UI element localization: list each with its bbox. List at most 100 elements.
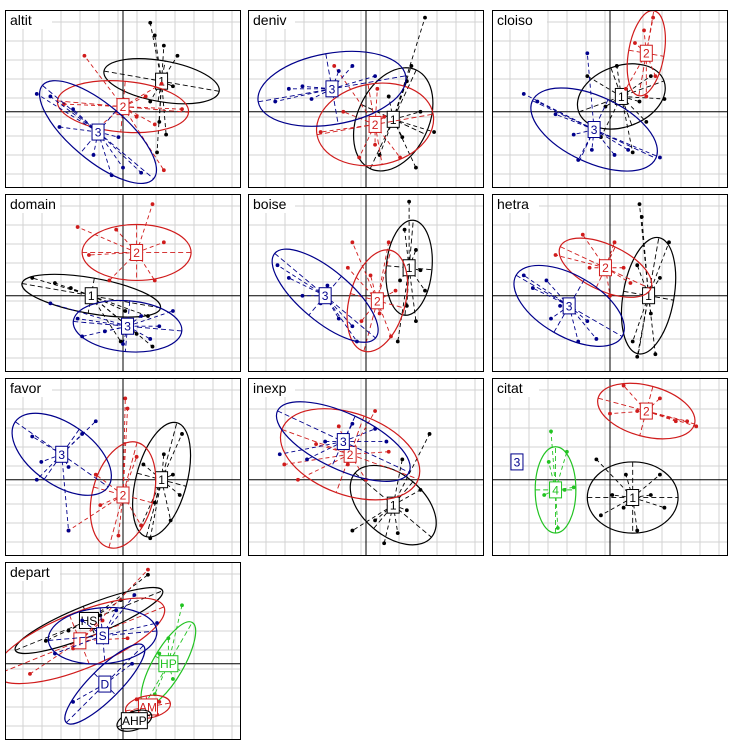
label-text: 2: [602, 261, 609, 275]
ellipse-minor-axis: [93, 486, 153, 504]
star-segment: [358, 124, 376, 158]
group-2: 2: [75, 202, 192, 283]
group-S: S: [47, 593, 159, 665]
data-point: [139, 314, 144, 318]
data-point: [152, 122, 157, 127]
ellipse-3: [271, 248, 379, 343]
label-box: [318, 287, 332, 305]
data-point: [143, 94, 148, 99]
star-segment: [167, 605, 183, 664]
group-1: 1: [576, 63, 667, 155]
data-point: [171, 472, 175, 477]
panel-title: depart: [10, 564, 50, 580]
star-segment: [646, 410, 676, 422]
star-segment: [77, 226, 137, 253]
star-segment: [620, 96, 634, 153]
group-1: 1: [385, 199, 433, 344]
star-segment: [277, 264, 326, 297]
label-box: [639, 402, 653, 420]
data-point: [30, 434, 35, 439]
ellipse-3: [275, 401, 411, 482]
data-point: [635, 263, 640, 268]
panel-title: citat: [497, 380, 523, 396]
data-point: [314, 442, 318, 447]
star-segment: [63, 103, 124, 108]
star-segment: [136, 241, 165, 253]
label-text: 3: [329, 82, 336, 96]
data-point: [273, 99, 278, 104]
panel-svg-cloiso: 1 2 3 cloiso: [492, 10, 728, 188]
data-point: [43, 638, 48, 643]
label-box: [368, 115, 382, 133]
panel-depart: HS I S D HP AM AHP depart: [5, 562, 241, 740]
star-segment: [605, 267, 631, 284]
label-text: 3: [514, 455, 521, 469]
star-segment: [550, 431, 556, 490]
star-segment: [379, 119, 394, 156]
star-segment: [609, 410, 647, 415]
data-point: [123, 309, 128, 313]
star-segment: [361, 300, 378, 322]
label-box: [96, 627, 110, 645]
data-point: [553, 112, 558, 117]
data-point: [386, 449, 391, 454]
data-point: [571, 485, 576, 490]
title-bg: [6, 379, 52, 397]
data-point: [134, 697, 139, 702]
star-segment: [91, 295, 149, 317]
label-box: [598, 259, 612, 277]
data-point: [633, 41, 637, 45]
ellipse-2: [89, 441, 157, 549]
data-point: [82, 53, 87, 58]
data-point: [594, 457, 599, 462]
star-segment: [343, 111, 376, 125]
data-point: [177, 493, 182, 497]
group-3: 3: [257, 50, 407, 127]
star-segment: [555, 489, 559, 529]
data-point: [373, 142, 377, 147]
title-bg: [249, 11, 295, 29]
star-segment: [127, 310, 174, 327]
data-point: [48, 301, 53, 306]
data-point: [576, 339, 581, 344]
data-point: [68, 286, 73, 290]
title-bg: [493, 195, 539, 213]
data-point: [80, 618, 85, 623]
data-point: [109, 173, 114, 178]
data-point: [651, 15, 656, 20]
group-label-2: 2: [598, 259, 612, 277]
star-segment: [79, 620, 103, 642]
label-text: 3: [124, 320, 131, 334]
data-point: [53, 281, 57, 285]
data-point: [521, 273, 526, 278]
data-point: [309, 97, 314, 101]
data-point: [323, 439, 328, 444]
group-3: 3: [48, 299, 183, 353]
data-point: [159, 81, 164, 86]
group-3: 3: [521, 51, 662, 172]
group-label-1: 1: [626, 489, 640, 507]
label-box: [614, 87, 628, 105]
star-segment: [90, 295, 153, 347]
group-3: 3: [34, 80, 158, 185]
data-point: [114, 227, 119, 232]
data-point: [132, 593, 137, 597]
data-point: [404, 303, 409, 308]
data-point: [157, 699, 162, 704]
star-segment: [621, 75, 652, 97]
star-segment: [81, 620, 103, 637]
label-box: [130, 243, 144, 261]
data-point: [418, 268, 423, 273]
label-text: 1: [629, 491, 636, 505]
data-point: [102, 329, 107, 334]
data-point: [427, 432, 432, 436]
star-segment: [600, 497, 633, 516]
data-point: [558, 303, 562, 308]
panel-frame: [5, 194, 241, 372]
data-point: [171, 84, 175, 89]
data-point: [610, 493, 615, 497]
data-point: [368, 273, 373, 278]
star-segment: [36, 453, 63, 481]
data-point: [589, 147, 594, 152]
